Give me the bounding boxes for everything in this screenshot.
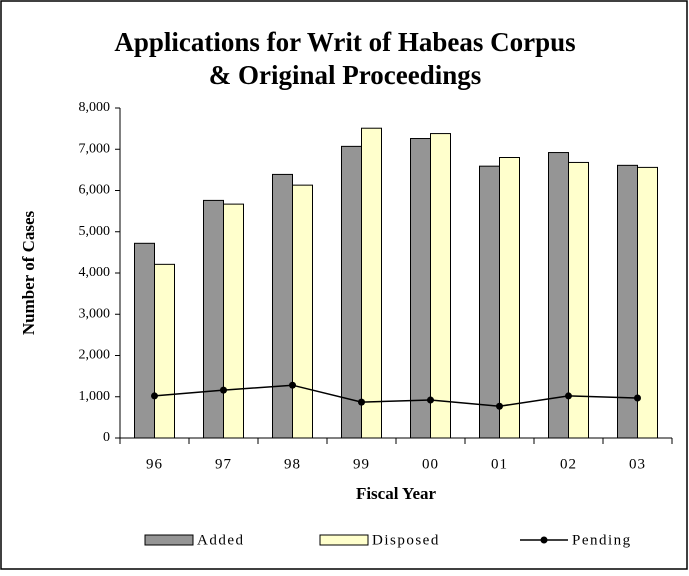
y-tick-label: 4,000: [79, 265, 111, 280]
x-tick-label: 97: [215, 456, 232, 472]
line-marker: [634, 394, 641, 402]
legend-swatch: [319, 534, 369, 546]
bar: [499, 157, 520, 439]
line-marker: [358, 398, 365, 406]
bar: [479, 165, 500, 439]
line-marker: [427, 396, 434, 404]
legend-label: Added: [197, 532, 245, 548]
legend-swatch: [144, 534, 194, 546]
chart-title: Applications for Writ of Habeas Corpus: [114, 27, 575, 57]
line: [154, 384, 638, 407]
y-tick-label: 1,000: [79, 389, 111, 404]
x-tick-label: 96: [146, 456, 163, 472]
x-tick-label: 01: [491, 456, 508, 472]
y-tick-label: 0: [103, 430, 110, 445]
bar: [223, 203, 244, 439]
x-tick-label: 02: [560, 456, 577, 472]
bar: [134, 242, 155, 439]
line-marker: [496, 402, 503, 410]
x-tick-label: 99: [353, 456, 370, 472]
y-tick-label: 5,000: [79, 224, 111, 239]
chart-title: & Original Proceedings: [209, 60, 481, 90]
y-tick-label: 7,000: [79, 141, 111, 156]
y-axis-title: Number of Cases: [19, 210, 38, 335]
legend-label: Disposed: [372, 532, 440, 548]
y-tick-label: 3,000: [79, 306, 111, 321]
bar: [361, 127, 382, 439]
y-tick-label: 2,000: [79, 348, 111, 363]
bar: [341, 145, 362, 439]
x-axis-title: Fiscal Year: [356, 484, 437, 503]
x-tick-label: 98: [284, 456, 301, 472]
line-marker: [220, 386, 227, 394]
bar: [203, 199, 224, 439]
bar: [154, 263, 175, 439]
bar: [272, 173, 293, 439]
line-marker: [289, 381, 296, 389]
y-tick-label: 6,000: [79, 183, 111, 198]
bar: [430, 133, 451, 439]
x-tick-label: 00: [422, 456, 439, 472]
legend-label: Pending: [572, 532, 632, 548]
legend-swatch: [540, 536, 548, 544]
line-marker: [151, 392, 158, 400]
bar: [292, 184, 313, 439]
y-tick-label: 8,000: [79, 100, 111, 115]
line-marker: [565, 392, 572, 400]
bar: [410, 138, 431, 439]
x-tick-label: 03: [629, 456, 646, 472]
